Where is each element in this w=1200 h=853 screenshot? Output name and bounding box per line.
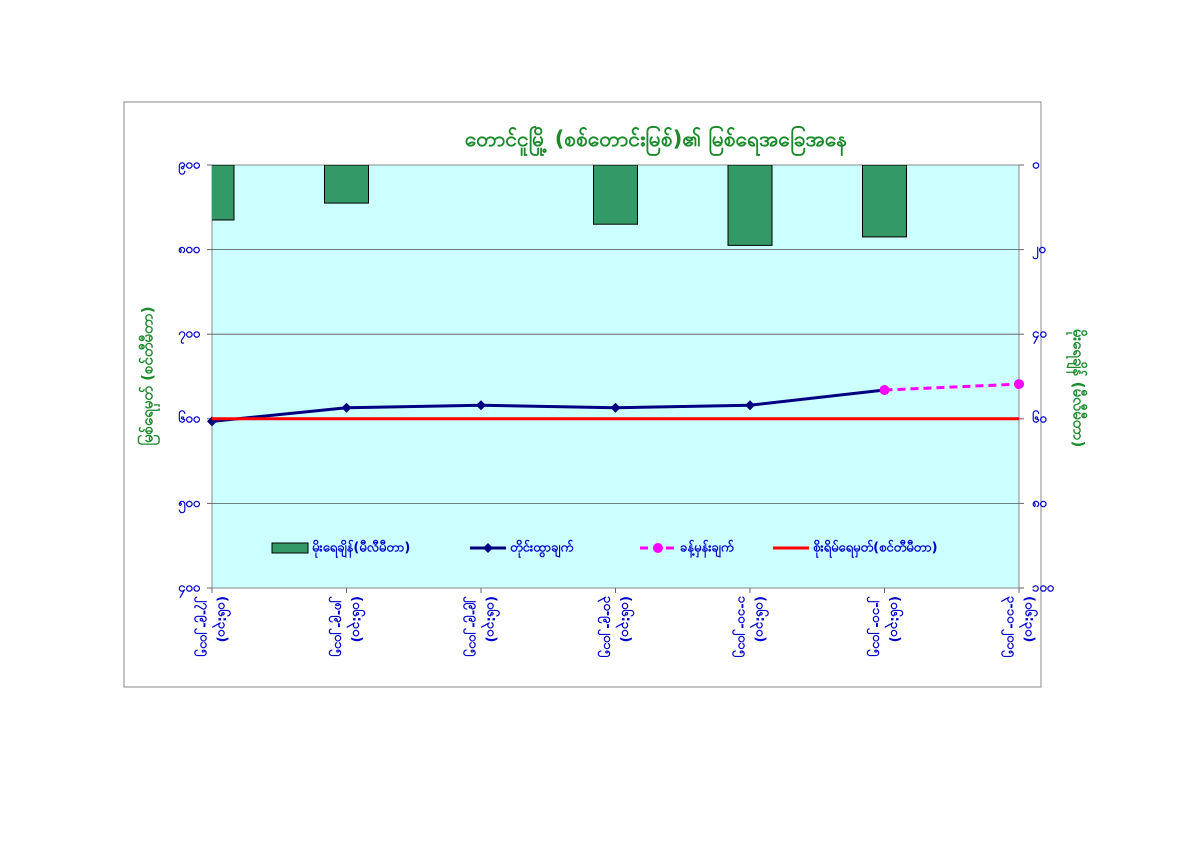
x-tick-label: (၀၆:၃၀) bbox=[481, 596, 501, 642]
point bbox=[745, 400, 755, 411]
legend-label: တိုင်းထွာချက် bbox=[510, 539, 573, 559]
y-tick-label: ၉၀၀ bbox=[178, 158, 201, 176]
y2-tick-label: ၁၀၀ bbox=[1032, 581, 1055, 596]
y2-tick-label: ၆၀ bbox=[1032, 409, 1047, 426]
y-tick-label: ၄၀၀ bbox=[178, 581, 201, 599]
x-tick-label: (၀၆:၃၀) bbox=[884, 596, 904, 642]
bar bbox=[212, 165, 235, 221]
legend-label: စိုးရိမ်ရေမှတ်(စင်တီမီတာ) bbox=[813, 539, 938, 559]
x-tick-label: ၂၉-၉-၂၀၁၅ bbox=[463, 596, 481, 657]
legend-marker bbox=[483, 543, 493, 553]
point bbox=[476, 400, 486, 411]
x-tick-label: ၁-၁၀-၂၀၁၅ bbox=[732, 596, 750, 658]
legend-marker bbox=[653, 543, 663, 553]
point bbox=[341, 402, 352, 413]
y2-tick-label: ၄၀ bbox=[1032, 327, 1047, 345]
y2-tick-label: ၈၀ bbox=[1032, 496, 1047, 511]
bar bbox=[862, 165, 907, 238]
x-tick-label: (၀၆:၃၀) bbox=[750, 596, 770, 642]
x-tick-label: (၀၆:၃၀) bbox=[346, 596, 366, 642]
y2-axis-label: မိုးရေချိန် (မီလီမီတာ) bbox=[1066, 329, 1089, 448]
y2-tick-label: ၂၀ bbox=[1032, 242, 1046, 260]
y-tick-label: ၆၀၀ bbox=[178, 409, 201, 426]
x-tick-label: ၃-၁၀-၂၀၁၅ bbox=[1001, 596, 1019, 658]
y2-tick-label: ၀ bbox=[1032, 158, 1040, 173]
plot bbox=[212, 165, 907, 246]
point bbox=[610, 402, 621, 413]
y-tick-label: ၅၀၀ bbox=[178, 496, 201, 514]
point bbox=[879, 385, 890, 396]
x-tick-label: ၃၀-၉-၂၀၁၅ bbox=[597, 596, 615, 658]
legend-swatch bbox=[271, 542, 309, 554]
x-tick-label: ၂-၁၀-၂၀၁၅ bbox=[866, 596, 884, 657]
x-tick-label: ၂၇-၉-၂၀၁၅ bbox=[194, 596, 212, 657]
point bbox=[1014, 379, 1024, 390]
y-tick-label: ၇၀၀ bbox=[178, 327, 201, 345]
x-tick-label: (၀၆:၃၀) bbox=[212, 596, 232, 642]
y-tick-label: ၈၀၀ bbox=[178, 242, 201, 257]
bar bbox=[727, 165, 773, 246]
bar bbox=[324, 165, 369, 204]
line bbox=[211, 388, 885, 423]
bar bbox=[593, 165, 638, 225]
x-tick-label: ၂၈-၉-၂၀၁၅ bbox=[328, 596, 346, 657]
legend-label: မိုးရေချိန်(မီလီမီတာ) bbox=[312, 539, 410, 559]
legend-label: ခန့်မှန်းချက် bbox=[680, 539, 734, 559]
line bbox=[884, 382, 1020, 392]
x-tick-label: (၀၆:၃၀) bbox=[615, 596, 635, 642]
x-tick-label: (၀၆:၃၀) bbox=[1019, 596, 1039, 642]
